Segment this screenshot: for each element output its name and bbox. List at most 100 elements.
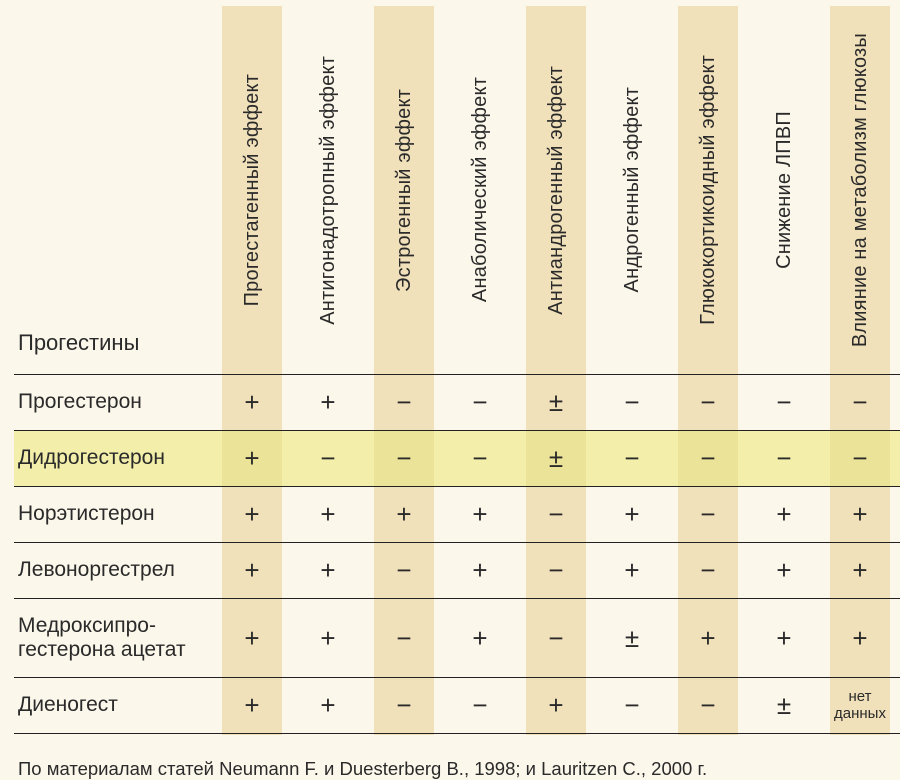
table-cell: − [678, 678, 738, 734]
table-cell: − [602, 431, 662, 487]
col-gap [434, 543, 450, 599]
col-gap [206, 543, 222, 599]
corner-header: Прогестины [14, 6, 206, 375]
row-label: Левоноргестрел [14, 543, 206, 599]
table-cell: + [602, 543, 662, 599]
col-gap [738, 543, 754, 599]
col-gap [282, 599, 298, 678]
col-gap [510, 375, 526, 431]
table-row: Медроксипро-гестерона ацетат++−+−±+++ [14, 599, 900, 678]
col-gap [738, 487, 754, 543]
col-gap [206, 487, 222, 543]
column-header: Анаболический эффект [450, 6, 510, 375]
col-gap [814, 6, 830, 375]
table-cell: + [374, 487, 434, 543]
col-gap [282, 6, 298, 375]
table-cell: + [298, 543, 358, 599]
col-gap [814, 543, 830, 599]
col-gap [434, 375, 450, 431]
col-gap [662, 599, 678, 678]
table-cell: − [374, 599, 434, 678]
col-gap [814, 678, 830, 734]
col-gap [358, 678, 374, 734]
col-gap [510, 678, 526, 734]
table-cell: − [374, 375, 434, 431]
col-gap [434, 678, 450, 734]
footnote: По материалам статей Neumann F. и Dueste… [14, 758, 886, 780]
table-cell: − [450, 678, 510, 734]
col-gap [434, 6, 450, 375]
col-gap [510, 6, 526, 375]
table-container: Прогестины Прогестагенный эффект Антигона… [14, 6, 886, 780]
table-cell: + [830, 543, 890, 599]
column-header-label: Влияние на метаболизм глюкозы [849, 23, 872, 357]
col-gap [282, 543, 298, 599]
table-cell: − [678, 375, 738, 431]
col-gap [662, 375, 678, 431]
row-label: Прогестерон [14, 375, 206, 431]
table-cell: − [602, 375, 662, 431]
col-gap [738, 678, 754, 734]
col-gap [586, 487, 602, 543]
column-header-label: Анаболический эффект [469, 67, 492, 312]
col-gap [358, 599, 374, 678]
col-gap [206, 375, 222, 431]
table-cell: + [678, 599, 738, 678]
table-cell: − [450, 375, 510, 431]
table-bottom-rule [14, 734, 900, 735]
table-cell: − [374, 431, 434, 487]
col-gap [434, 431, 450, 487]
table-cell: + [830, 487, 890, 543]
column-header-label: Андрогенный эффект [621, 77, 644, 302]
column-header-label: Прогестагенный эффект [241, 64, 264, 316]
table-cell: − [754, 375, 814, 431]
col-gap [510, 599, 526, 678]
col-gap [738, 6, 754, 375]
column-header-label: Антигонадотропный эффект [317, 46, 340, 335]
col-gap [358, 543, 374, 599]
table-cell: + [754, 543, 814, 599]
table-row: Прогестерон++−−±−−−− [14, 375, 900, 431]
table-cell: − [602, 678, 662, 734]
col-gap [586, 431, 602, 487]
col-gap [586, 6, 602, 375]
col-gap [586, 375, 602, 431]
table-cell: − [374, 678, 434, 734]
column-header: Антигонадотропный эффект [298, 6, 358, 375]
table-cell: нетданных [830, 678, 890, 734]
corner-label: Прогестины [18, 330, 139, 355]
col-gap [814, 487, 830, 543]
table-cell: − [754, 431, 814, 487]
column-header-label: Глюкокортикоидный эффект [697, 45, 720, 335]
column-header-label: Снижение ЛПВП [773, 101, 796, 279]
table-cell: + [450, 487, 510, 543]
table-cell: + [298, 599, 358, 678]
table-row: Норэтистерон++++−+−++ [14, 487, 900, 543]
col-gap [510, 487, 526, 543]
col-gap [662, 678, 678, 734]
table-cell: − [526, 487, 586, 543]
row-label: Норэтистерон [14, 487, 206, 543]
col-gap [206, 6, 222, 375]
table-row: Диеногест++−−+−−±нетданных [14, 678, 900, 734]
col-gap [282, 375, 298, 431]
column-header: Андрогенный эффект [602, 6, 662, 375]
table-cell: + [450, 599, 510, 678]
column-header: Снижение ЛПВП [754, 6, 814, 375]
col-gap [358, 487, 374, 543]
col-gap [358, 6, 374, 375]
table-cell: − [678, 487, 738, 543]
col-gap [282, 487, 298, 543]
col-gap [890, 678, 900, 734]
table-cell: + [298, 678, 358, 734]
table-cell: + [754, 487, 814, 543]
col-gap [206, 431, 222, 487]
col-gap [814, 599, 830, 678]
col-gap [434, 487, 450, 543]
table-cell: + [830, 599, 890, 678]
table-cell: − [450, 431, 510, 487]
column-header: Глюкокортикоидный эффект [678, 6, 738, 375]
table-cell: + [526, 678, 586, 734]
table-cell: − [374, 543, 434, 599]
table-cell: + [602, 487, 662, 543]
